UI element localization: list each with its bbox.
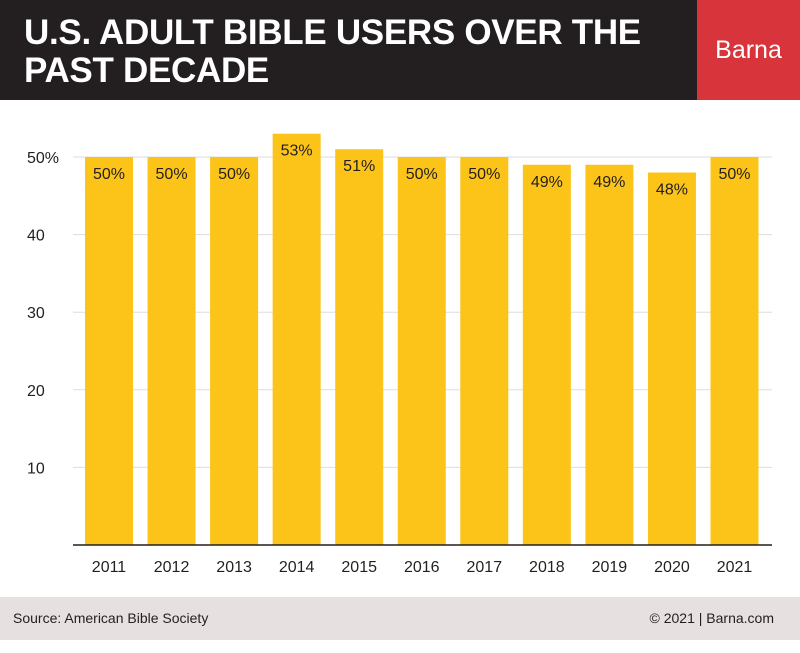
data-label: 53%	[281, 143, 313, 160]
y-tick-labels: 10 20 30 40 50%	[27, 150, 59, 477]
y-tick-label: 50%	[27, 150, 59, 167]
x-tick-label: 2016	[404, 559, 440, 576]
bar	[522, 164, 571, 545]
data-label: 49%	[593, 174, 625, 191]
bar	[147, 157, 196, 545]
x-tick-label: 2015	[341, 559, 377, 576]
x-tick-label: 2013	[216, 559, 252, 576]
data-label: 50%	[218, 166, 250, 183]
bar	[272, 133, 321, 545]
footer-bar: Source: American Bible Society © 2021 | …	[0, 597, 800, 640]
bar-chart: 50% 50% 50% 53% 51% 50% 50% 49% 49% 48% 50% 10 20 30…	[27, 133, 772, 576]
x-tick-label: 2014	[279, 559, 315, 576]
bar	[85, 157, 133, 545]
logo-text: Barna	[715, 35, 782, 64]
data-label: 50%	[156, 166, 188, 183]
bar	[647, 172, 696, 545]
bar	[710, 157, 759, 545]
barna-logo: Barna	[697, 0, 800, 100]
x-tick-labels: 2011 2012 2013 2014 2015 2016 2017 2018 2019 2020…	[92, 559, 753, 576]
x-tick-label: 2011	[92, 559, 127, 576]
bars: 50% 50% 50% 53% 51% 50% 50% 49% 49% 48% 50%	[85, 133, 759, 546]
y-tick-label: 10	[27, 460, 45, 477]
y-tick-label: 40	[27, 228, 45, 245]
bar	[335, 149, 384, 546]
x-tick-label: 2018	[529, 559, 565, 576]
bar	[397, 157, 446, 545]
data-label: 48%	[656, 182, 688, 199]
data-label: 49%	[531, 174, 563, 191]
y-tick-label: 30	[27, 305, 45, 322]
x-tick-label: 2019	[592, 559, 628, 576]
data-label: 50%	[468, 166, 500, 183]
x-tick-label: 2017	[467, 559, 503, 576]
data-label: 50%	[93, 166, 125, 183]
y-tick-label: 20	[27, 383, 45, 400]
data-label: 51%	[343, 158, 375, 175]
data-label: 50%	[718, 166, 750, 183]
header-bar: U.S. Adult Bible Users over the Past Dec…	[0, 0, 800, 100]
copyright-note: © 2021 | Barna.com	[649, 610, 774, 626]
chart-title: U.S. Adult Bible Users over the Past Dec…	[24, 13, 641, 90]
x-tick-label: 2012	[154, 559, 190, 576]
data-label: 50%	[406, 166, 438, 183]
bar	[585, 164, 634, 545]
bar	[210, 157, 259, 545]
x-tick-label: 2021	[717, 559, 753, 576]
x-tick-label: 2020	[654, 559, 690, 576]
source-note: Source: American Bible Society	[13, 610, 209, 626]
bar	[460, 157, 509, 545]
